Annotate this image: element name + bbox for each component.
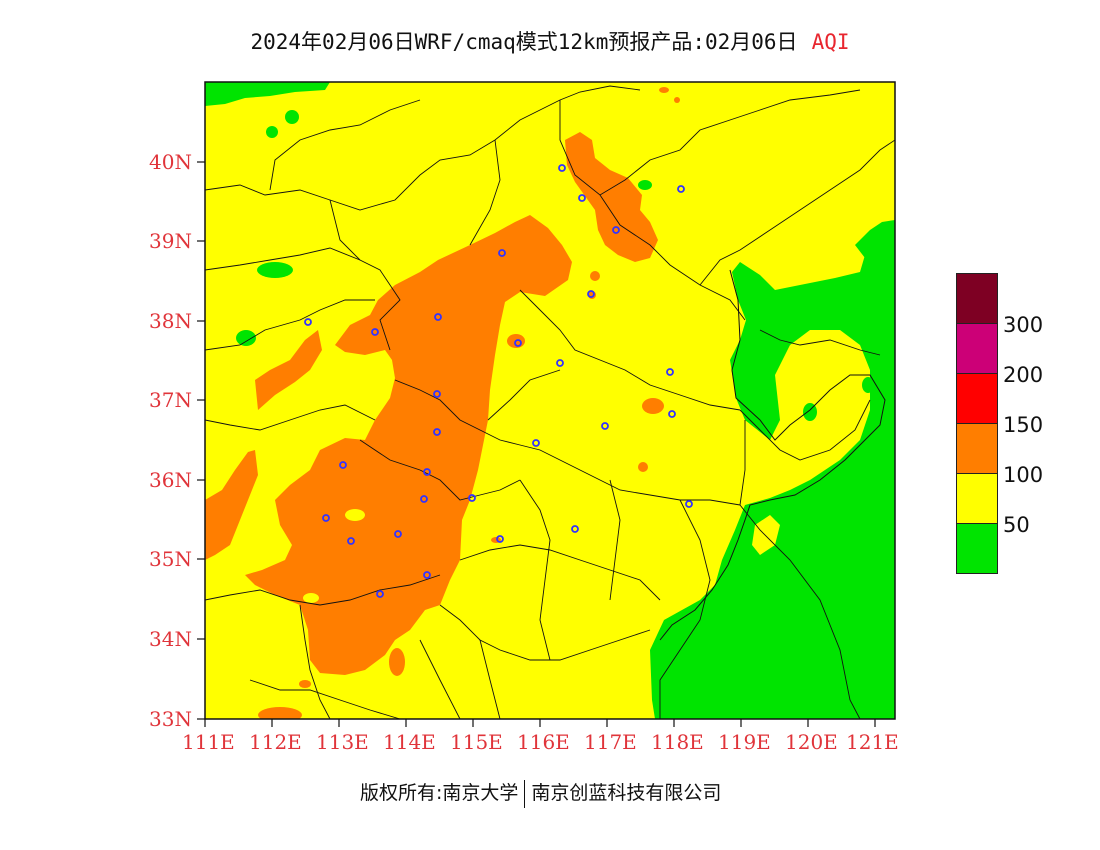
- orange-blob: [299, 680, 311, 688]
- legend-swatch-purple: [956, 323, 998, 374]
- lat-label-37n: 37N: [149, 388, 192, 412]
- lon-label-121e: 121E: [846, 730, 899, 754]
- legend-swatch-orange: [956, 423, 998, 474]
- legend-swatch-yellow: [956, 473, 998, 524]
- green-blob: [236, 330, 256, 346]
- lon-label-113e: 113E: [316, 730, 369, 754]
- orange-blob: [638, 462, 648, 472]
- station-markers: [304, 164, 693, 598]
- legend-swatch-red: [956, 373, 998, 424]
- lon-label-111e: 111E: [182, 730, 235, 754]
- orange-blob: [258, 707, 302, 719]
- lon-label-115e: 115E: [450, 730, 503, 754]
- green-blob: [862, 377, 874, 393]
- lat-ticks: [197, 161, 205, 720]
- green-blob: [266, 126, 278, 138]
- orange-region-north: [565, 132, 658, 262]
- green-blob: [803, 403, 817, 421]
- copyright-left: 版权所有:南京大学: [360, 782, 519, 804]
- lon-label-117e: 117E: [584, 730, 637, 754]
- legend-swatch-maroon: [956, 273, 998, 324]
- copyright-footer: 版权所有:南京大学 南京创蓝科技有限公司: [360, 778, 721, 808]
- lat-label-33n: 33N: [149, 707, 192, 731]
- legend-label-150: 150: [1003, 413, 1044, 437]
- yellow-inlet: [752, 515, 780, 555]
- green-blob: [638, 180, 652, 190]
- lon-ticks: [204, 719, 876, 727]
- orange-blob: [674, 97, 680, 103]
- orange-blob: [389, 648, 405, 676]
- lat-label-40n: 40N: [149, 150, 192, 174]
- yellow-hole: [303, 593, 319, 603]
- yellow-peninsula: [785, 380, 860, 460]
- lon-label-118e: 118E: [651, 730, 704, 754]
- legend-swatch-green: [956, 523, 998, 574]
- orange-region-west: [205, 450, 258, 560]
- aqi-legend: [956, 273, 998, 575]
- orange-region-central: [245, 215, 572, 675]
- legend-label-100: 100: [1003, 463, 1044, 487]
- lon-label-120e: 120E: [785, 730, 838, 754]
- green-blob: [285, 110, 299, 124]
- orange-blob: [659, 87, 669, 93]
- orange-blob: [642, 398, 664, 414]
- legend-label-300: 300: [1003, 313, 1044, 337]
- lon-label-112e: 112E: [249, 730, 302, 754]
- yellow-hole: [345, 509, 365, 521]
- lon-label-114e: 114E: [383, 730, 436, 754]
- orange-region-sw: [255, 330, 322, 410]
- lon-label-119e: 119E: [718, 730, 771, 754]
- green-blob: [257, 262, 293, 278]
- green-region-northeast: [855, 220, 895, 268]
- lat-label-36n: 36N: [149, 468, 192, 492]
- green-northwest: [205, 82, 330, 106]
- copyright-right: 南京创蓝科技有限公司: [531, 782, 722, 804]
- lon-label-116e: 116E: [517, 730, 570, 754]
- orange-blob: [590, 271, 600, 281]
- lat-label-35n: 35N: [149, 547, 192, 571]
- lat-label-38n: 38N: [149, 309, 192, 333]
- title-text: 2024年02月06日WRF/cmaq模式12km预报产品:02月06日: [250, 30, 798, 54]
- title-aqi-tag: AQI: [811, 30, 850, 54]
- green-region-east: [650, 82, 895, 719]
- coastline: [659, 269, 886, 641]
- legend-label-50: 50: [1003, 513, 1030, 537]
- lat-label-39n: 39N: [149, 229, 192, 253]
- boundaries: [205, 85, 895, 719]
- lat-label-34n: 34N: [149, 627, 192, 651]
- footer-separator: [524, 779, 526, 808]
- map-title: 2024年02月06日WRF/cmaq模式12km预报产品:02月06日 AQI: [0, 26, 1100, 56]
- legend-label-200: 200: [1003, 363, 1044, 387]
